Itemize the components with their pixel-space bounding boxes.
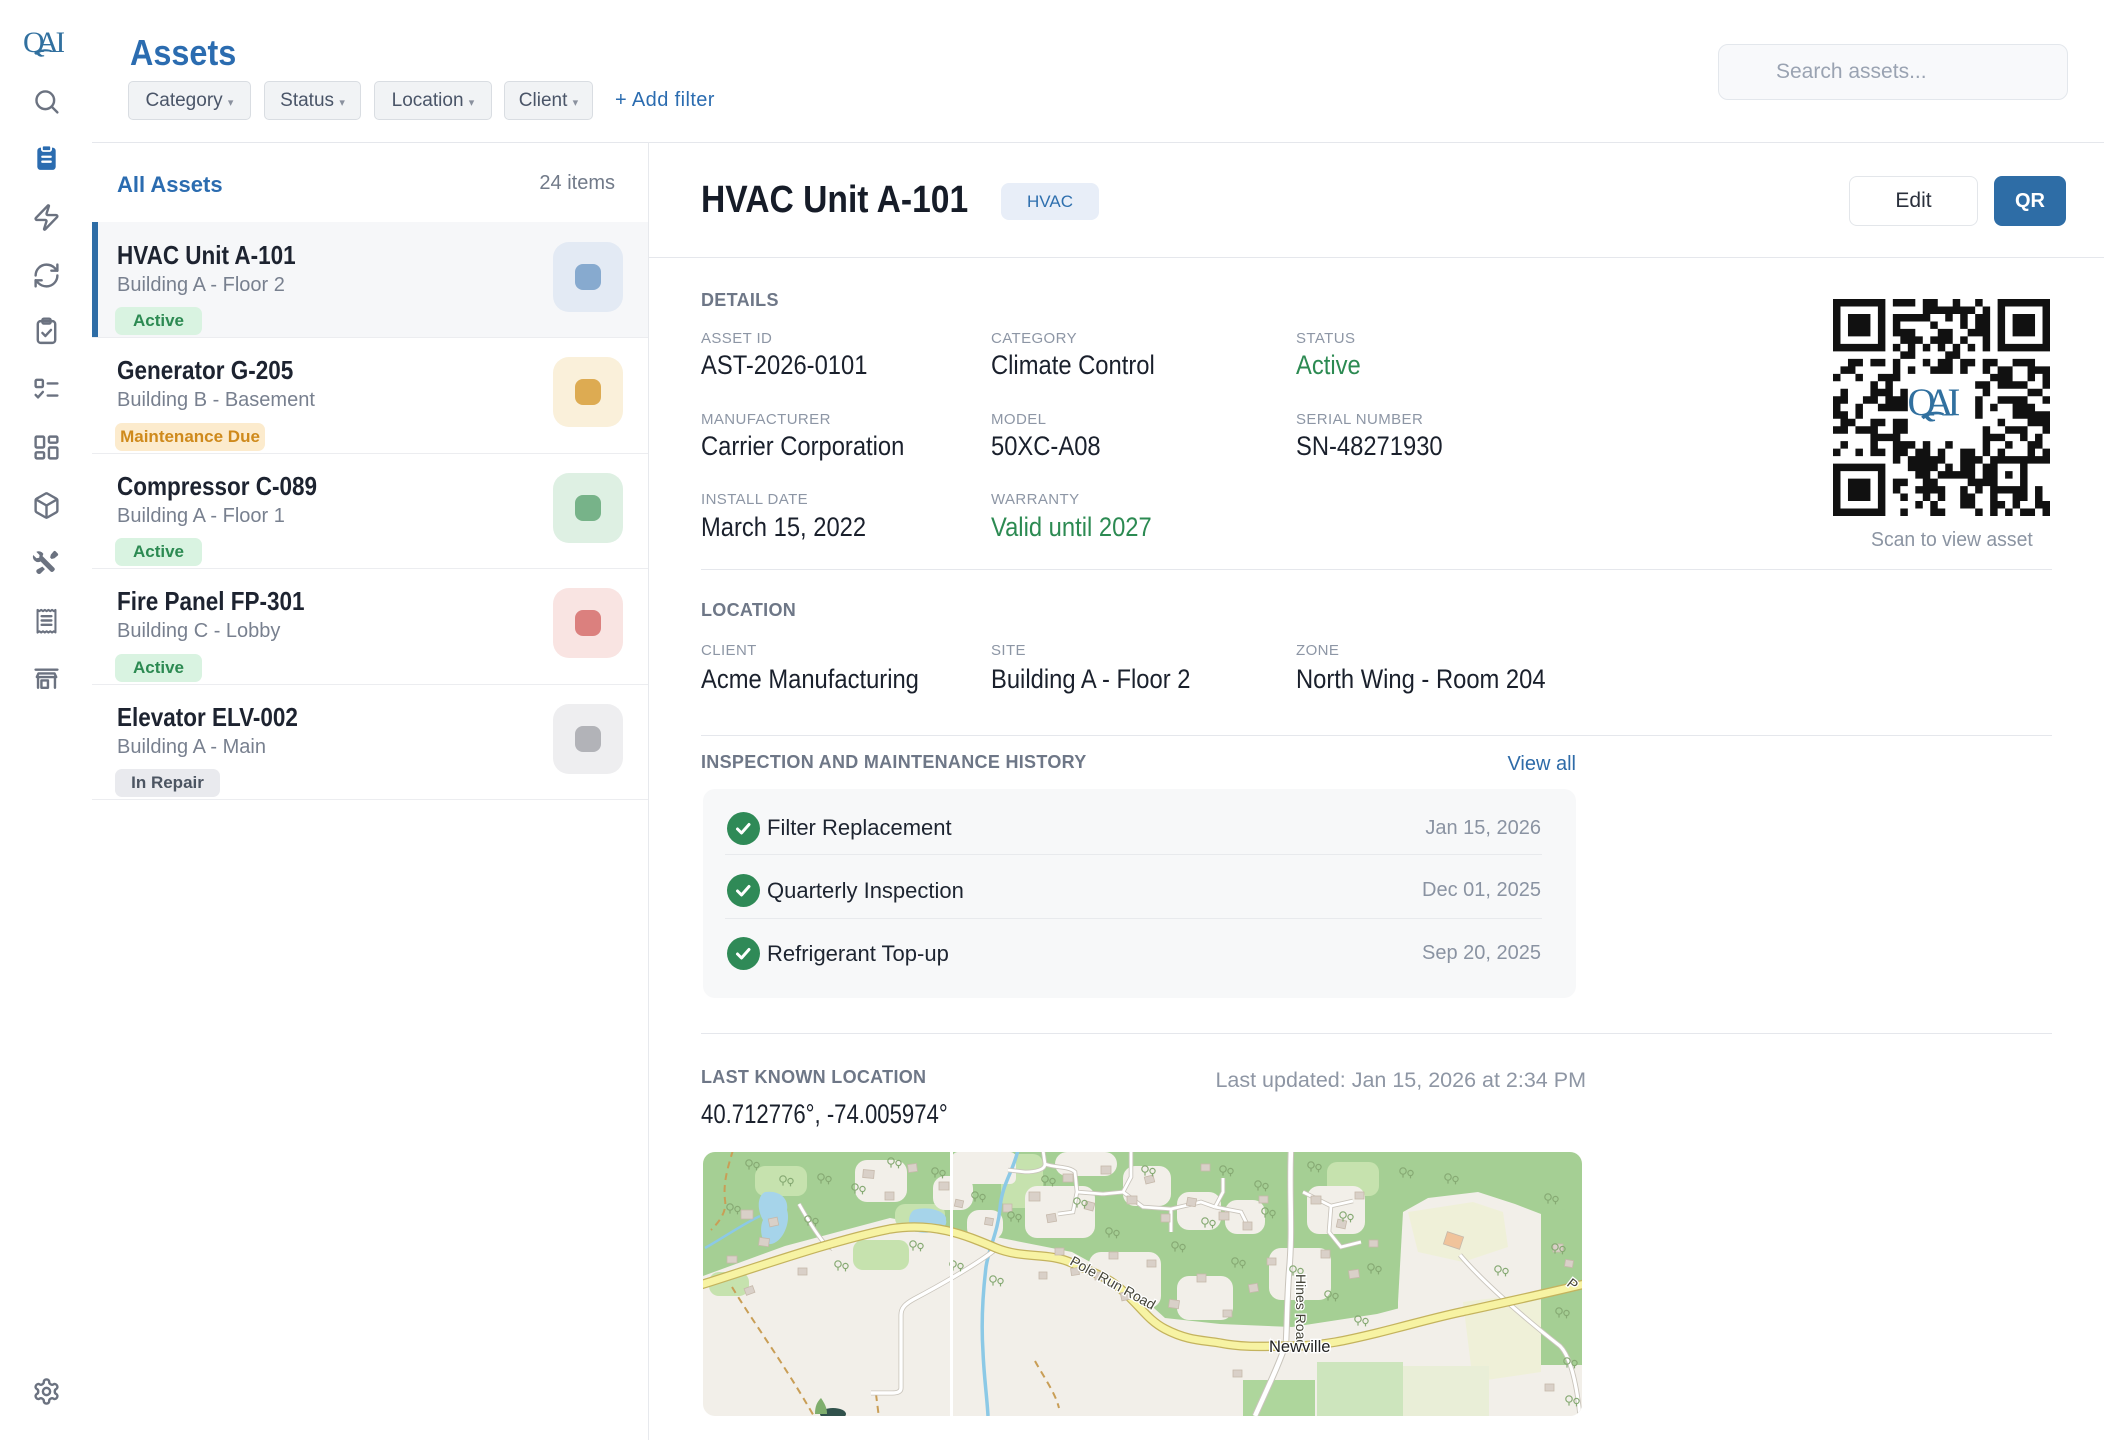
svg-text:Hines Road: Hines Road — [1293, 1274, 1309, 1347]
svg-text:I: I — [1947, 381, 1960, 424]
svg-text:A: A — [1925, 381, 1953, 424]
svg-text:Newville: Newville — [1269, 1338, 1330, 1356]
svg-text:I: I — [56, 26, 65, 59]
